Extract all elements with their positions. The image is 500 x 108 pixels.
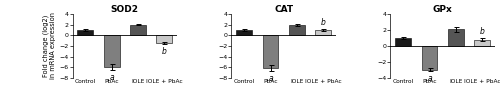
Text: a: a bbox=[110, 73, 114, 82]
Bar bbox=[316, 30, 332, 35]
Bar bbox=[395, 38, 411, 46]
Bar bbox=[78, 30, 93, 35]
Text: b: b bbox=[162, 47, 167, 56]
Bar bbox=[156, 35, 172, 43]
Title: CAT: CAT bbox=[274, 5, 293, 14]
Bar bbox=[289, 25, 305, 35]
Text: a: a bbox=[427, 74, 432, 83]
Bar bbox=[104, 35, 120, 67]
Bar bbox=[236, 30, 252, 35]
Title: SOD2: SOD2 bbox=[111, 5, 139, 14]
Bar bbox=[474, 40, 490, 46]
Text: b: b bbox=[321, 18, 326, 27]
Bar bbox=[130, 25, 146, 35]
Text: b: b bbox=[480, 27, 485, 36]
Text: a: a bbox=[268, 74, 273, 83]
Bar bbox=[262, 35, 278, 68]
Bar bbox=[422, 46, 438, 70]
Title: GPx: GPx bbox=[433, 5, 452, 14]
Bar bbox=[448, 29, 464, 46]
Y-axis label: Fold change (log2)
in mRNA expression: Fold change (log2) in mRNA expression bbox=[42, 12, 56, 79]
